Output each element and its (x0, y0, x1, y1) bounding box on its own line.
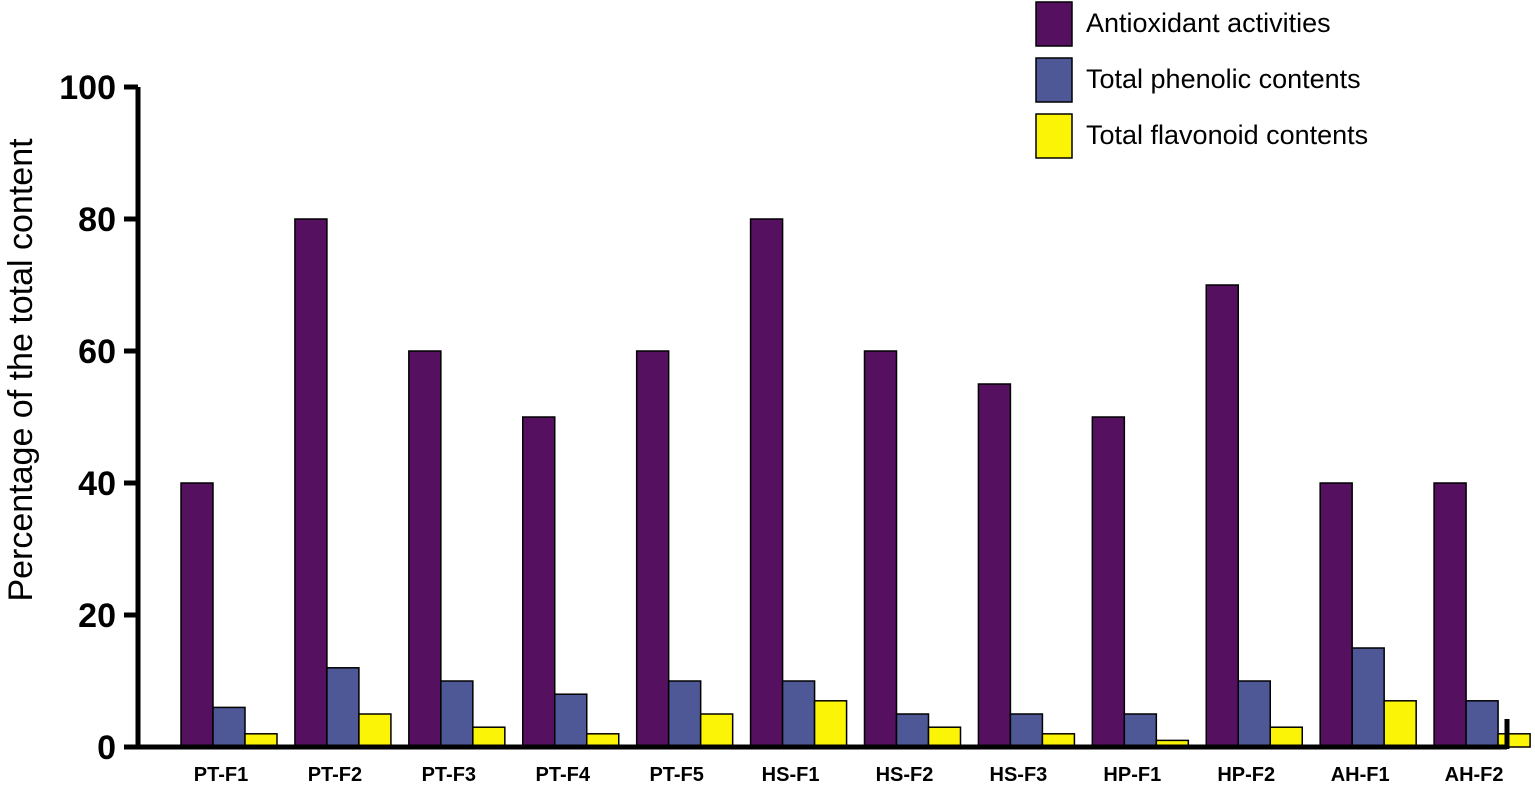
x-tick-label: HP-F2 (1217, 764, 1275, 785)
bar-total-phenolic-contents-pt-f4 (554, 693, 588, 748)
bar-antioxidant-activities-pt-f1 (180, 482, 214, 748)
legend-swatch (1035, 1, 1073, 47)
bar-total-phenolic-contents-hp-f1 (1123, 713, 1158, 748)
bar-total-phenolic-contents-hs-f2 (895, 713, 930, 748)
x-tick-label: HS-F1 (762, 764, 820, 785)
x-tick-label: PT-F2 (308, 764, 362, 785)
legend-label: Antioxidant activities (1086, 8, 1331, 38)
x-tick-label: HP-F1 (1103, 764, 1161, 785)
bar-antioxidant-activities-hs-f1 (749, 218, 784, 748)
bar-total-flavonoid-contents-hp-f2 (1269, 726, 1303, 748)
y-tick-label: 40 (78, 465, 116, 503)
y-axis-label: Percentage of the total content (2, 138, 40, 602)
x-tick-label: PT-F5 (649, 764, 703, 785)
x-ticks-group: PT-F1 PT-F2 PT-F3 PT-F4 PT-F5 HS-F1 HS-F2 HS-F3… (194, 764, 1504, 785)
x-tick-label: AH-F1 (1331, 764, 1390, 785)
bar-total-phenolic-contents-pt-f5 (667, 680, 702, 748)
bar-antioxidant-activities-pt-f2 (294, 218, 328, 748)
y-tick-label: 0 (97, 729, 116, 767)
bar-antioxidant-activities-ah-f1 (1319, 482, 1353, 748)
bar-total-flavonoid-contents-hs-f2 (927, 726, 962, 748)
bar-total-flavonoid-contents-hs-f1 (813, 700, 848, 748)
legend-label: Total flavonoid contents (1086, 120, 1368, 150)
bar-total-phenolic-contents-pt-f1 (212, 706, 246, 748)
bar-total-phenolic-contents-pt-f3 (440, 680, 474, 748)
bars-group (180, 218, 1531, 748)
legend-swatch (1035, 113, 1073, 159)
y-tick-label: 20 (78, 597, 116, 635)
x-tick-label: HS-F2 (876, 764, 934, 785)
bar-antioxidant-activities-ah-f2 (1433, 482, 1467, 748)
bar-antioxidant-activities-pt-f3 (408, 350, 442, 748)
y-ticks-group: 0 20 40 60 80 100 (59, 69, 138, 767)
bar-total-phenolic-contents-ah-f2 (1465, 700, 1499, 748)
bar-antioxidant-activities-hs-f3 (977, 383, 1012, 748)
bar-antioxidant-activities-hs-f2 (863, 350, 898, 748)
bar-total-phenolic-contents-hs-f1 (781, 680, 816, 748)
legend-swatch (1035, 57, 1073, 103)
x-tick-label: HS-F3 (990, 764, 1048, 785)
bar-total-flavonoid-contents-pt-f5 (699, 713, 734, 748)
x-tick-label: PT-F3 (422, 764, 476, 785)
x-tick-label: AH-F2 (1445, 764, 1504, 785)
bar-total-phenolic-contents-ah-f1 (1351, 647, 1385, 748)
legend-label: Total phenolic contents (1086, 64, 1361, 94)
x-tick-label: PT-F4 (536, 764, 591, 785)
y-tick-label: 60 (78, 333, 116, 371)
bar-total-phenolic-contents-pt-f2 (326, 667, 360, 748)
bar-antioxidant-activities-hp-f1 (1091, 416, 1126, 748)
y-tick-label: 100 (59, 69, 116, 107)
bar-total-flavonoid-contents-pt-f3 (472, 726, 506, 748)
bar-total-phenolic-contents-hp-f2 (1237, 680, 1271, 748)
bar-total-flavonoid-contents-ah-f1 (1383, 700, 1417, 748)
bar-total-flavonoid-contents-pt-f2 (358, 713, 392, 748)
bar-total-phenolic-contents-hs-f3 (1009, 713, 1044, 748)
bar-antioxidant-activities-hp-f2 (1205, 284, 1239, 748)
x-tick-label: PT-F1 (194, 764, 248, 785)
y-tick-label: 80 (78, 201, 116, 239)
legend: Antioxidant activities Total phenolic con… (1035, 1, 1368, 159)
bar-antioxidant-activities-pt-f5 (635, 350, 670, 748)
bar-antioxidant-activities-pt-f4 (522, 416, 556, 748)
axes-group (135, 87, 1510, 750)
